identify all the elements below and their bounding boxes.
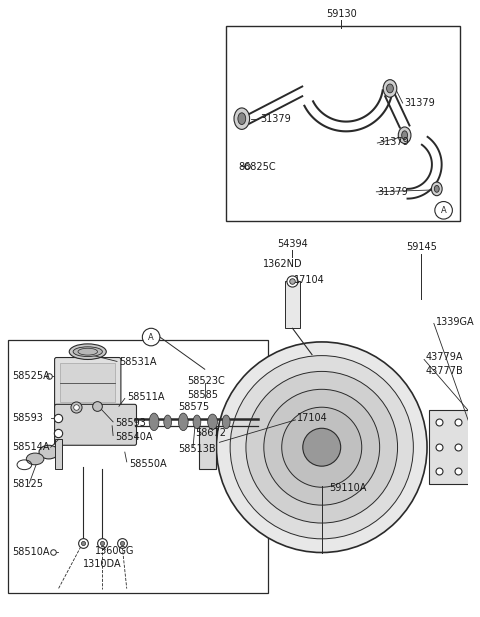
- Text: 58511A: 58511A: [127, 392, 164, 402]
- Text: 31379: 31379: [405, 98, 435, 108]
- Text: A: A: [441, 206, 446, 215]
- Ellipse shape: [193, 415, 201, 429]
- Text: 17104: 17104: [298, 413, 328, 423]
- Circle shape: [246, 371, 397, 523]
- Text: 59145: 59145: [406, 242, 437, 252]
- Ellipse shape: [432, 182, 442, 196]
- FancyBboxPatch shape: [55, 357, 121, 408]
- Ellipse shape: [179, 413, 188, 431]
- Text: 59130: 59130: [326, 9, 357, 19]
- Bar: [226, 26, 460, 221]
- Circle shape: [143, 328, 160, 346]
- Bar: [8, 340, 268, 594]
- Text: 58531A: 58531A: [119, 357, 156, 367]
- Ellipse shape: [386, 84, 394, 93]
- Circle shape: [230, 355, 413, 539]
- Ellipse shape: [398, 127, 411, 144]
- Ellipse shape: [383, 80, 397, 97]
- Ellipse shape: [434, 186, 439, 193]
- Text: 1360GG: 1360GG: [96, 545, 135, 555]
- Text: 58523C: 58523C: [187, 376, 225, 386]
- Ellipse shape: [26, 453, 44, 465]
- Text: 58540A: 58540A: [115, 433, 153, 442]
- Text: 58514A: 58514A: [12, 442, 49, 452]
- Bar: [199, 426, 216, 469]
- Circle shape: [282, 407, 362, 487]
- Text: 59110A: 59110A: [329, 483, 367, 493]
- Ellipse shape: [238, 113, 246, 125]
- Ellipse shape: [234, 108, 250, 130]
- Ellipse shape: [164, 415, 171, 429]
- Text: 58525A: 58525A: [12, 371, 49, 381]
- Text: 43779A: 43779A: [426, 352, 464, 362]
- Text: 58593: 58593: [12, 413, 43, 423]
- Text: 58550A: 58550A: [129, 459, 167, 469]
- Ellipse shape: [69, 344, 106, 360]
- Text: 58510A: 58510A: [12, 547, 49, 557]
- Ellipse shape: [73, 347, 102, 357]
- Text: 43777B: 43777B: [426, 366, 464, 376]
- Text: 54394: 54394: [277, 239, 308, 249]
- Text: 1339GA: 1339GA: [436, 317, 474, 328]
- Circle shape: [435, 202, 452, 219]
- Bar: [429, 410, 470, 484]
- Ellipse shape: [149, 413, 159, 431]
- Text: 1362ND: 1362ND: [263, 259, 302, 269]
- FancyBboxPatch shape: [55, 404, 136, 445]
- Text: 58513B: 58513B: [179, 444, 216, 454]
- Text: 31379: 31379: [260, 114, 291, 123]
- Ellipse shape: [208, 414, 217, 429]
- Text: 17104: 17104: [294, 275, 325, 284]
- Text: 58575: 58575: [179, 402, 210, 412]
- Ellipse shape: [222, 415, 230, 429]
- Ellipse shape: [39, 445, 59, 459]
- Text: 31379: 31379: [377, 187, 408, 197]
- Text: 86825C: 86825C: [239, 162, 276, 172]
- Bar: [55, 439, 62, 469]
- Circle shape: [264, 389, 380, 505]
- Text: 58672: 58672: [195, 428, 226, 437]
- Text: 31379: 31379: [378, 137, 409, 147]
- Bar: [285, 281, 300, 328]
- Text: 58125: 58125: [12, 479, 43, 489]
- Bar: [60, 363, 115, 402]
- Text: 58585: 58585: [187, 389, 218, 400]
- Circle shape: [216, 342, 427, 552]
- Text: A: A: [148, 333, 154, 342]
- Text: 58593: 58593: [115, 418, 146, 428]
- Text: 1310DA: 1310DA: [83, 559, 122, 569]
- Ellipse shape: [402, 131, 408, 139]
- Circle shape: [303, 428, 341, 466]
